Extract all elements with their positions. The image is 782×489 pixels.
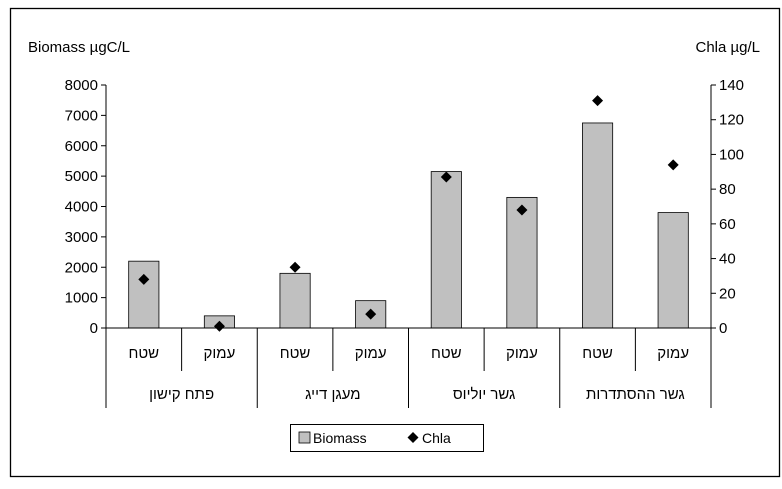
y-left-axis-title: Biomass µgC/L (28, 39, 130, 56)
x-category-label: עמוק (657, 345, 689, 362)
y-right-tick-label: 60 (719, 216, 736, 233)
x-category-label: עמוק (506, 345, 538, 362)
y-right-tick-label: 0 (719, 320, 727, 337)
chart-border (9, 7, 781, 478)
y-left-tick-label: 4000 (65, 199, 98, 216)
y-left-tick-label: 3000 (65, 229, 98, 246)
x-category-label: שטח (129, 345, 160, 362)
x-category-label: שטח (280, 345, 311, 362)
point-chla (138, 273, 150, 285)
y-left-tick-label: 2000 (65, 259, 98, 276)
x-group-label: מעגן דייג (305, 386, 360, 403)
bar-biomass (279, 272, 311, 329)
legend-box (290, 424, 484, 452)
x-category-label: שטח (582, 345, 613, 362)
y-right-tick-label: 100 (719, 146, 744, 163)
legend-label-biomass: Biomass (313, 430, 367, 446)
point-chla (289, 261, 301, 273)
legend-marker-chla (407, 432, 419, 443)
x-category-label: שטח (431, 345, 462, 362)
y-left-tick-label: 0 (90, 320, 98, 337)
point-chla (592, 95, 604, 107)
legend-swatch-biomass (298, 431, 311, 444)
bar-biomass (657, 212, 689, 329)
x-category-label: עמוק (204, 345, 236, 362)
y-left-tick-label: 6000 (65, 138, 98, 155)
point-chla (667, 159, 679, 171)
y-left-axis: 0 1000 2000 3000 4000 5000 6000 7000 8000 (65, 77, 107, 337)
point-chla (440, 171, 452, 183)
y-right-tick-label: 80 (719, 181, 736, 198)
bar-biomass (430, 171, 462, 329)
y-right-tick-label: 40 (719, 251, 736, 268)
plot-area (128, 95, 689, 332)
x-group-label: גשר ההסתדרות (586, 386, 685, 403)
y-left-tick-label: 8000 (65, 77, 98, 94)
y-right-tick-label: 120 (719, 112, 744, 129)
legend-label-chla: Chla (422, 430, 451, 446)
point-chla (516, 204, 528, 216)
bar-biomass (506, 196, 538, 329)
x-category-label: עמוק (355, 345, 387, 362)
point-chla (213, 320, 225, 332)
y-left-tick-label: 7000 (65, 107, 98, 124)
bar-biomass (128, 260, 160, 329)
point-chla (365, 308, 377, 320)
y-left-tick-label: 5000 (65, 168, 98, 185)
x-axis: שטח עמוק שטח עמוק שטח עמוק שטח עמוק פתח קישון מעג… (105, 327, 712, 408)
legend: Biomass Chla (290, 424, 484, 452)
bar-biomass (582, 122, 614, 329)
x-group-label: גשר יוליוס (453, 386, 516, 403)
y-right-axis-title: Chla µg/L (695, 39, 760, 56)
y-right-tick-label: 140 (719, 77, 744, 94)
x-group-label: פתח קישון (149, 386, 214, 403)
y-right-axis: 0 20 40 60 80 100 120 140 (710, 77, 744, 337)
y-left-tick-label: 1000 (65, 290, 98, 307)
y-right-tick-label: 20 (719, 285, 736, 302)
